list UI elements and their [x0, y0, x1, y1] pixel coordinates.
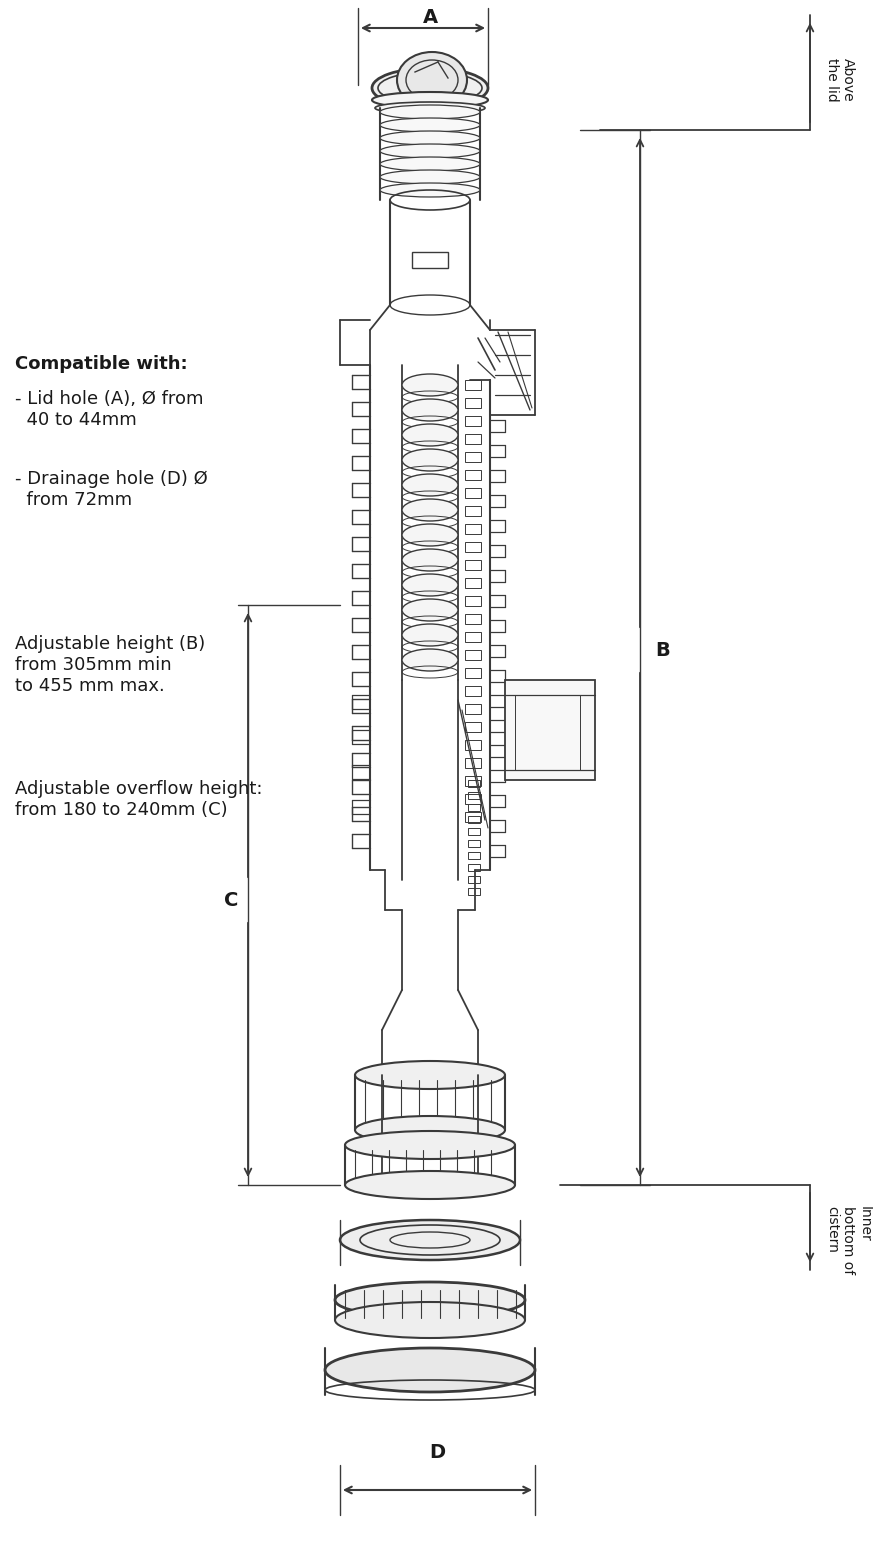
- Ellipse shape: [380, 105, 480, 119]
- Bar: [468, 815, 480, 823]
- Bar: [465, 470, 481, 480]
- Bar: [465, 523, 481, 534]
- Text: C: C: [223, 890, 238, 909]
- Bar: [465, 398, 481, 408]
- Text: - Drainage hole (D) Ø
  from 72mm: - Drainage hole (D) Ø from 72mm: [15, 470, 207, 509]
- Ellipse shape: [335, 1282, 525, 1318]
- Bar: [465, 542, 481, 551]
- Bar: [465, 415, 481, 426]
- Ellipse shape: [402, 648, 458, 672]
- Ellipse shape: [402, 548, 458, 572]
- Ellipse shape: [402, 573, 458, 597]
- Ellipse shape: [380, 144, 480, 158]
- Ellipse shape: [355, 1115, 505, 1143]
- Text: A: A: [423, 8, 438, 27]
- Ellipse shape: [380, 119, 480, 133]
- Bar: [468, 864, 480, 872]
- Bar: [412, 251, 448, 269]
- Bar: [468, 792, 480, 800]
- Ellipse shape: [380, 183, 480, 197]
- Ellipse shape: [402, 473, 458, 497]
- Ellipse shape: [380, 158, 480, 170]
- Ellipse shape: [402, 498, 458, 522]
- Text: Adjustable overflow height:
from 180 to 240mm (C): Adjustable overflow height: from 180 to …: [15, 779, 262, 818]
- Ellipse shape: [355, 1061, 505, 1089]
- Bar: [465, 812, 481, 822]
- Ellipse shape: [380, 170, 480, 184]
- Text: B: B: [655, 640, 670, 659]
- Bar: [465, 614, 481, 623]
- Bar: [465, 633, 481, 642]
- Text: Inner
bottom of
cistern: Inner bottom of cistern: [825, 1206, 872, 1275]
- Bar: [465, 758, 481, 769]
- Ellipse shape: [345, 1131, 515, 1159]
- Bar: [465, 669, 481, 678]
- Bar: [465, 793, 481, 804]
- Bar: [468, 889, 480, 895]
- Bar: [468, 804, 480, 811]
- Text: Above
the lid: Above the lid: [825, 58, 855, 102]
- Bar: [468, 851, 480, 859]
- Ellipse shape: [402, 448, 458, 472]
- Ellipse shape: [397, 52, 467, 108]
- Bar: [465, 704, 481, 714]
- Bar: [468, 779, 480, 787]
- Bar: [465, 578, 481, 587]
- Ellipse shape: [372, 92, 488, 108]
- Text: - Lid hole (A), Ø from
  40 to 44mm: - Lid hole (A), Ø from 40 to 44mm: [15, 390, 204, 430]
- Bar: [465, 380, 481, 390]
- Bar: [465, 650, 481, 661]
- Bar: [465, 776, 481, 786]
- Bar: [468, 876, 480, 883]
- Bar: [465, 597, 481, 606]
- Ellipse shape: [402, 373, 458, 397]
- Bar: [465, 740, 481, 750]
- Ellipse shape: [340, 1220, 520, 1261]
- Ellipse shape: [402, 398, 458, 422]
- Ellipse shape: [380, 131, 480, 145]
- Ellipse shape: [325, 1348, 535, 1392]
- Ellipse shape: [402, 623, 458, 647]
- Ellipse shape: [402, 523, 458, 547]
- Bar: [465, 686, 481, 697]
- Bar: [465, 451, 481, 462]
- Ellipse shape: [375, 102, 485, 114]
- Ellipse shape: [345, 1172, 515, 1200]
- Bar: [465, 434, 481, 444]
- Bar: [465, 506, 481, 515]
- Bar: [505, 679, 595, 779]
- Ellipse shape: [372, 69, 488, 108]
- Bar: [465, 722, 481, 733]
- Ellipse shape: [402, 423, 458, 447]
- Text: Compatible with:: Compatible with:: [15, 355, 188, 373]
- Ellipse shape: [402, 598, 458, 622]
- Text: D: D: [430, 1443, 446, 1462]
- Text: Adjustable height (B)
from 305mm min
to 455 mm max.: Adjustable height (B) from 305mm min to …: [15, 636, 206, 695]
- Bar: [468, 828, 480, 836]
- Bar: [465, 487, 481, 498]
- Bar: [468, 840, 480, 847]
- Bar: [465, 561, 481, 570]
- Ellipse shape: [335, 1303, 525, 1339]
